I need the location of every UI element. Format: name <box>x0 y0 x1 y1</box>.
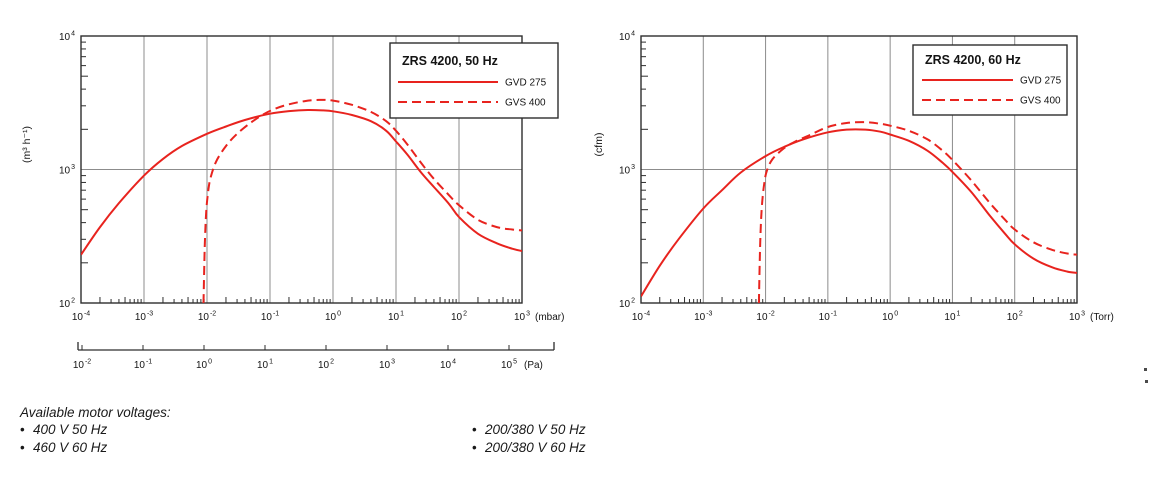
x-axis-unit-label: (mbar) <box>535 312 564 323</box>
bullet-icon: • <box>472 422 477 437</box>
plot-frame <box>640 35 1078 304</box>
curve-gvd-275 <box>641 128 1077 297</box>
x-tick-label: 10-2 <box>198 311 216 324</box>
legend: ZRS 4200, 50 Hz GVD 275 GVS 400 <box>389 42 559 119</box>
gridlines <box>641 36 1077 303</box>
x-tick-label: 102 <box>1007 311 1023 324</box>
x-tick-label: 103 <box>514 311 530 324</box>
pa-axis-unit-label: (Pa) <box>524 360 543 371</box>
pa-tick-label: 10-2 <box>73 359 91 372</box>
bullet-icon: • <box>20 440 25 455</box>
scan-artifact-dot <box>1145 380 1148 383</box>
x-tick-label: 100 <box>882 311 898 324</box>
y-tick-label: 104 <box>59 31 75 44</box>
pa-tick-label: 105 <box>501 359 517 372</box>
y-tick-label: 103 <box>59 164 75 177</box>
y-tick-label: 102 <box>619 298 635 311</box>
legend-title: ZRS 4200, 60 Hz <box>925 53 1021 67</box>
x-axis-tick-labels: 10-4 10-3 10-2 10-1 100 101 102 103 <box>72 311 530 324</box>
y-axis-unit-label: (cfm) <box>593 133 605 157</box>
x-tick-label: 10-1 <box>261 311 279 324</box>
pa-tick-label: 10-1 <box>134 359 152 372</box>
legend-title: ZRS 4200, 50 Hz <box>402 54 498 68</box>
plot-frame <box>80 35 523 304</box>
x-tick-label: 101 <box>944 311 960 324</box>
legend: ZRS 4200, 60 Hz GVD 275 GVS 400 <box>912 44 1068 116</box>
pa-tick-label: 103 <box>379 359 395 372</box>
bullet-icon: • <box>20 422 25 437</box>
voltage-list-1: • 400 V 50 Hz • 460 V 60 Hz <box>20 421 107 457</box>
y-axis-unit-label: (m³ h⁻¹) <box>21 126 33 163</box>
x-tick-label: 10-4 <box>632 311 650 324</box>
x-tick-label: 10-3 <box>694 311 712 324</box>
x-tick-label: 10-4 <box>72 311 90 324</box>
voltage-item: • 400 V 50 Hz <box>20 422 108 437</box>
curves <box>641 121 1077 303</box>
x-tick-label: 10-1 <box>819 311 837 324</box>
x-tick-label: 100 <box>325 311 341 324</box>
curve-gvs-400 <box>202 98 522 303</box>
x-axis-unit-label: (Torr) <box>1090 312 1114 323</box>
y-tick-label: 104 <box>619 31 635 44</box>
pa-tick-label: 102 <box>318 359 334 372</box>
y-tick-label: 103 <box>619 164 635 177</box>
y-axis-tick-labels: 102 103 104 <box>619 31 635 311</box>
pa-tick-label: 100 <box>196 359 212 372</box>
x-tick-label: 103 <box>1069 311 1085 324</box>
voltage-item: • 200/380 V 60 Hz <box>472 440 586 455</box>
x-tick-label: 101 <box>388 311 404 324</box>
curve-gvs-400 <box>757 121 1077 303</box>
x-axis-tick-labels: 10-4 10-3 10-2 10-1 100 101 102 103 <box>632 311 1085 324</box>
scan-artifact-dot <box>1144 368 1147 371</box>
voltage-item: • 200/380 V 50 Hz <box>472 422 586 437</box>
y-tick-label: 102 <box>59 298 75 311</box>
voltage-item: • 460 V 60 Hz <box>20 440 108 455</box>
legend-entry-label: GVD 275 <box>505 78 547 89</box>
y-axis-tick-labels: 102 103 104 <box>59 31 75 311</box>
footer-title: Available motor voltages: <box>20 405 171 420</box>
pa-tick-label: 101 <box>257 359 273 372</box>
secondary-axis-pa: 10-2 10-1 100 101 102 103 104 105 (Pa) <box>73 342 555 372</box>
legend-entry-label: GVS 400 <box>1020 96 1061 107</box>
legend-box <box>389 42 559 119</box>
curves <box>81 98 522 303</box>
pa-tick-label: 104 <box>440 359 456 372</box>
curve-gvd-275 <box>81 108 522 256</box>
legend-entry-label: GVD 275 <box>1020 76 1062 87</box>
x-tick-label: 10-2 <box>756 311 774 324</box>
legend-entry-label: GVS 400 <box>505 98 546 109</box>
x-tick-label: 102 <box>451 311 467 324</box>
chart-zrs4200-50hz: 10-4 10-3 10-2 10-1 100 101 102 103 (mbar) 102 103… <box>21 31 564 372</box>
chart-zrs4200-60hz: 10-4 10-3 10-2 10-1 100 101 102 103 (Torr) 102 103… <box>593 31 1114 324</box>
x-tick-label: 10-3 <box>135 311 153 324</box>
bullet-icon: • <box>472 440 477 455</box>
voltage-list-2: • 200/380 V 50 Hz • 200/380 V 60 Hz <box>472 421 586 457</box>
